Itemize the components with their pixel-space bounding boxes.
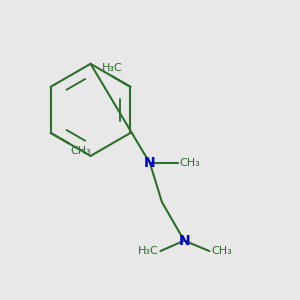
Text: H₃C: H₃C	[102, 64, 123, 74]
Text: CH₃: CH₃	[211, 246, 232, 256]
Text: CH₃: CH₃	[70, 146, 91, 156]
Text: H₃C: H₃C	[138, 246, 159, 256]
Text: N: N	[144, 156, 156, 170]
Text: CH₃: CH₃	[180, 158, 200, 168]
Text: N: N	[178, 234, 190, 248]
